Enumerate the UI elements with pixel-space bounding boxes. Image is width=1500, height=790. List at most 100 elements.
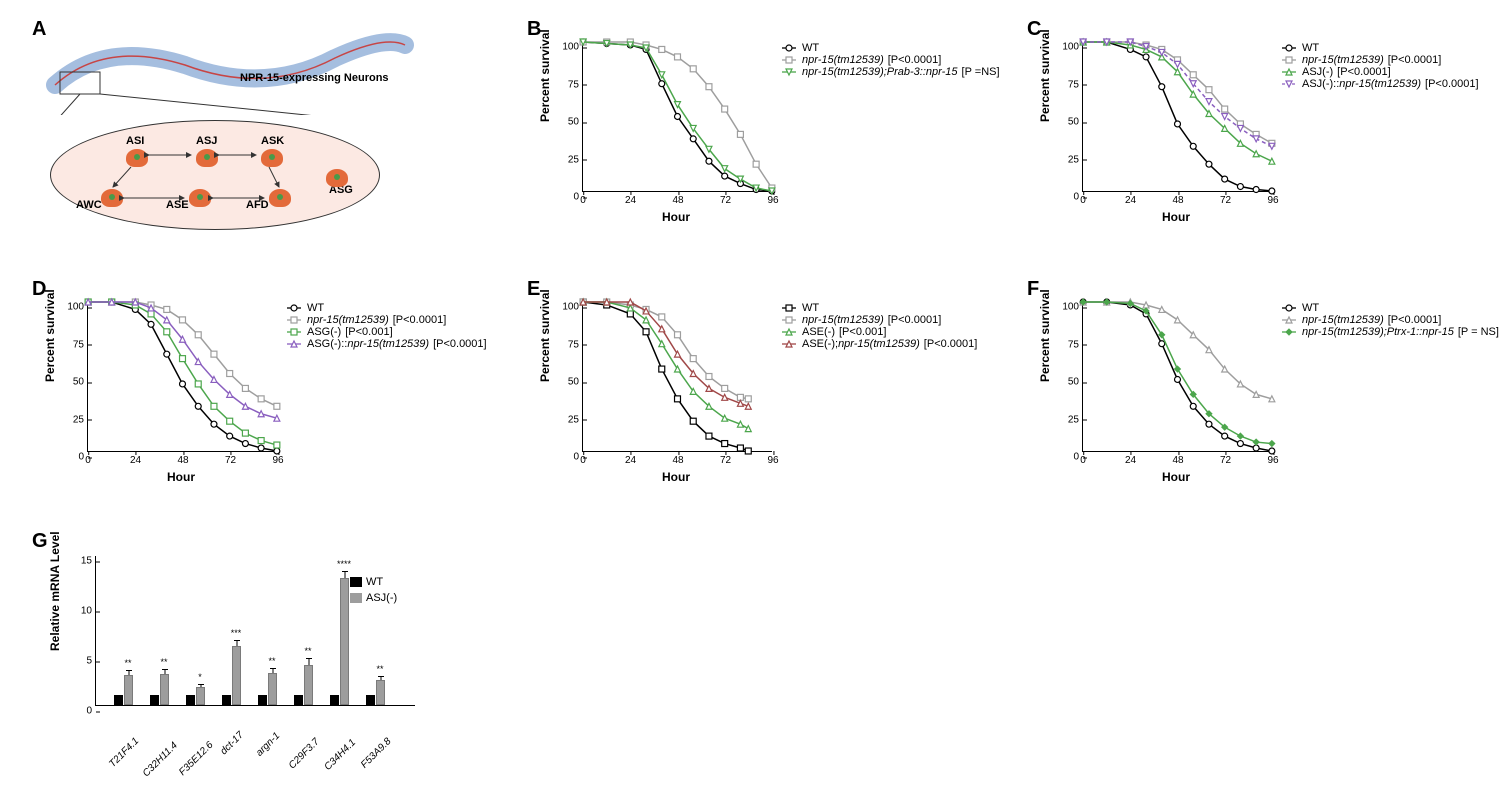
legend-item: npr-15(tm12539) [P<0.0001] (1280, 54, 1479, 66)
series-marker (1159, 84, 1165, 90)
legend-pvalue: [P<0.0001] (433, 338, 487, 350)
series-marker (722, 106, 728, 112)
series-line (88, 302, 277, 451)
legend-marker-icon (285, 327, 303, 337)
legend-item: ASG(-) [P<0.001] (285, 326, 487, 338)
series-marker (1175, 61, 1181, 67)
series-marker (274, 442, 280, 448)
legend-item: ASE(-) [P<0.001] (780, 326, 977, 338)
bar-asj (304, 665, 313, 705)
series-marker (1159, 49, 1165, 55)
x-tick: 72 (1220, 451, 1231, 466)
series-marker (1222, 176, 1228, 182)
chart-area: 0255075100024487296 (582, 42, 772, 192)
worm-diagram: NPR-15-expressing Neurons ASI ASJ ASK AW… (40, 30, 420, 240)
legend-item: ASJ(-)::npr-15(tm12539) [P<0.0001] (1280, 78, 1479, 90)
gene-label: F53A9.8 (359, 736, 394, 771)
bar-asj (232, 646, 241, 705)
series-marker (180, 317, 186, 323)
legend-item: npr-15(tm12539) [P<0.0001] (1280, 314, 1499, 326)
series-marker (258, 411, 264, 417)
y-axis-label: Percent survival (1038, 289, 1052, 382)
legend-label: npr-15(tm12539) (802, 314, 884, 326)
legend-pvalue: [P<0.0001] (924, 338, 978, 350)
bar-wt (222, 695, 231, 705)
series-marker (675, 396, 681, 402)
series-marker (745, 448, 751, 454)
x-tick: 0 (85, 451, 91, 466)
series-marker (659, 72, 665, 78)
x-tick: 0 (580, 191, 586, 206)
gene-label: C34H4.1 (322, 737, 358, 773)
series-marker (1237, 184, 1243, 190)
legend-item: ASE(-);npr-15(tm12539) [P<0.0001] (780, 338, 977, 350)
legend-label: WT (1302, 302, 1319, 314)
series-marker (1253, 439, 1259, 445)
bar-wt (294, 695, 303, 705)
legend-label: ASJ(-) (1302, 66, 1333, 78)
x-tick: 24 (130, 451, 141, 466)
y-tick: 50 (73, 377, 88, 388)
series-marker (1253, 136, 1259, 142)
legend-label: WT (1302, 42, 1319, 54)
legend-marker-icon (1280, 55, 1298, 65)
series-marker (627, 311, 633, 317)
series-marker (1269, 158, 1275, 164)
legend-marker-icon (1280, 315, 1298, 325)
legend-pvalue: [P<0.0001] (888, 54, 942, 66)
legend-pvalue: [P<0.0001] (393, 314, 447, 326)
series-marker (1253, 187, 1259, 193)
legend-marker-icon (780, 339, 798, 349)
panel-b: 0255075100024487296Percent survivalHour … (530, 32, 960, 242)
series-marker (706, 374, 712, 380)
series-marker (1143, 54, 1149, 60)
y-axis-label: Percent survival (538, 29, 552, 122)
series-marker (1222, 114, 1228, 120)
curve-svg (1083, 42, 1272, 191)
series-marker (690, 136, 696, 142)
legend-label: ASG(-) (307, 326, 341, 338)
series-marker (722, 394, 728, 400)
series-marker (1159, 341, 1165, 347)
series-marker (1190, 403, 1196, 409)
x-tick: 24 (625, 451, 636, 466)
series-marker (1190, 143, 1196, 149)
legend-label: ASG(-)::npr-15(tm12539) (307, 338, 429, 350)
bar-wt (186, 695, 195, 705)
legend-pvalue: [P =NS] (962, 66, 1000, 78)
swatch-icon (350, 593, 362, 603)
legend-label: ASE(-) (802, 326, 835, 338)
x-tick: 72 (225, 451, 236, 466)
panel-f: 0255075100024487296Percent survivalHour … (1030, 292, 1460, 502)
y-tick: 75 (1068, 339, 1083, 350)
legend-item: ASG(-)::npr-15(tm12539) [P<0.0001] (285, 338, 487, 350)
series-marker (1175, 377, 1181, 383)
series-marker (1237, 433, 1243, 439)
legend: WT npr-15(tm12539) [P<0.0001] npr-15(tm1… (1280, 302, 1499, 338)
legend-pvalue: [P<0.001] (345, 326, 392, 338)
y-tick: 50 (1068, 117, 1083, 128)
gene-label: T21F4.1 (107, 736, 141, 770)
series-marker (180, 356, 186, 362)
series-marker (1269, 441, 1275, 447)
curve-svg (583, 42, 772, 191)
legend-label: npr-15(tm12539) (307, 314, 389, 326)
series-marker (1237, 441, 1243, 447)
legend-marker-icon (285, 315, 303, 325)
error-bar (380, 677, 381, 680)
legend-item: WT (1280, 42, 1479, 54)
bar-wt (150, 695, 159, 705)
legend-pvalue: [P<0.0001] (1337, 66, 1391, 78)
gene-label: dct-17 (218, 730, 245, 757)
x-tick: 72 (1220, 191, 1231, 206)
legend-pvalue: [P<0.001] (839, 326, 886, 338)
legend-pvalue: [P<0.0001] (1425, 78, 1479, 90)
legend-label: npr-15(tm12539) (1302, 314, 1384, 326)
legend: WT npr-15(tm12539) [P<0.0001] ASJ(-) [P<… (1280, 42, 1479, 90)
series-marker (706, 158, 712, 164)
legend-marker-icon (780, 315, 798, 325)
legend-pvalue: [P<0.0001] (1388, 54, 1442, 66)
error-cap (306, 658, 312, 659)
x-axis-label: Hour (662, 210, 690, 224)
panel-g: 051015**T21F4.1**C32H11.4*F35E12.6***dct… (40, 546, 470, 776)
